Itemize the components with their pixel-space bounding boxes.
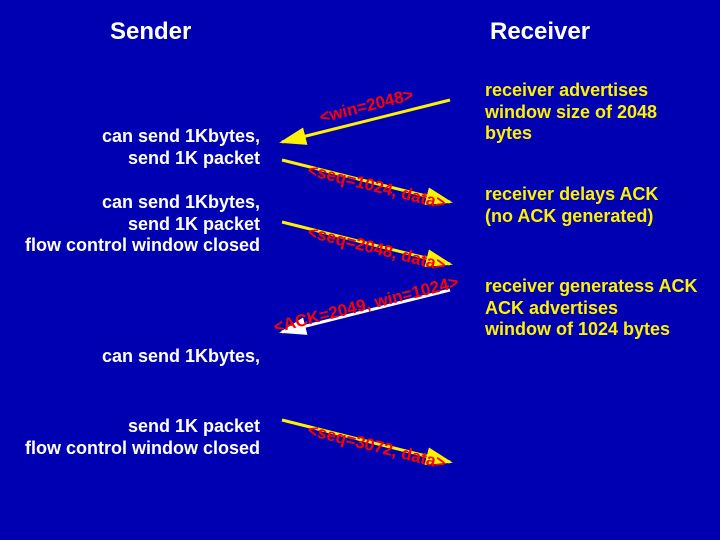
slide-root: Sender Receiver can send 1Kbytes, send 1… — [0, 0, 720, 540]
arrow-win2048 — [0, 0, 720, 540]
